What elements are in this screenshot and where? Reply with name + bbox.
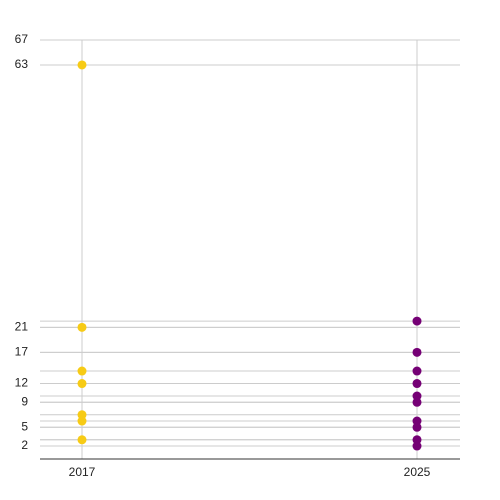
dot [77, 379, 87, 389]
dot [412, 435, 422, 445]
dot [77, 410, 87, 420]
dot [412, 416, 422, 426]
y-tick-label: 9 [21, 394, 28, 408]
dot [412, 366, 422, 376]
y-tick-label: 63 [15, 57, 29, 71]
dot [412, 441, 422, 451]
dot [412, 391, 422, 401]
y-tick-label: 2 [21, 438, 28, 452]
dot [77, 60, 87, 70]
dot [77, 416, 87, 426]
x-tick-label: 2017 [69, 465, 96, 479]
dot [412, 379, 422, 389]
dot [77, 322, 87, 332]
y-tick-label: 17 [15, 344, 29, 358]
dot [77, 435, 87, 445]
dot [77, 366, 87, 376]
y-tick-label: 21 [15, 320, 29, 334]
x-tick-label: 2025 [404, 465, 431, 479]
y-tick-label: 5 [21, 419, 28, 433]
dot [412, 422, 422, 432]
y-tick-label: 67 [15, 32, 29, 46]
dot [412, 397, 422, 407]
dot [412, 347, 422, 357]
dot [412, 316, 422, 326]
y-tick-label: 12 [15, 376, 29, 390]
